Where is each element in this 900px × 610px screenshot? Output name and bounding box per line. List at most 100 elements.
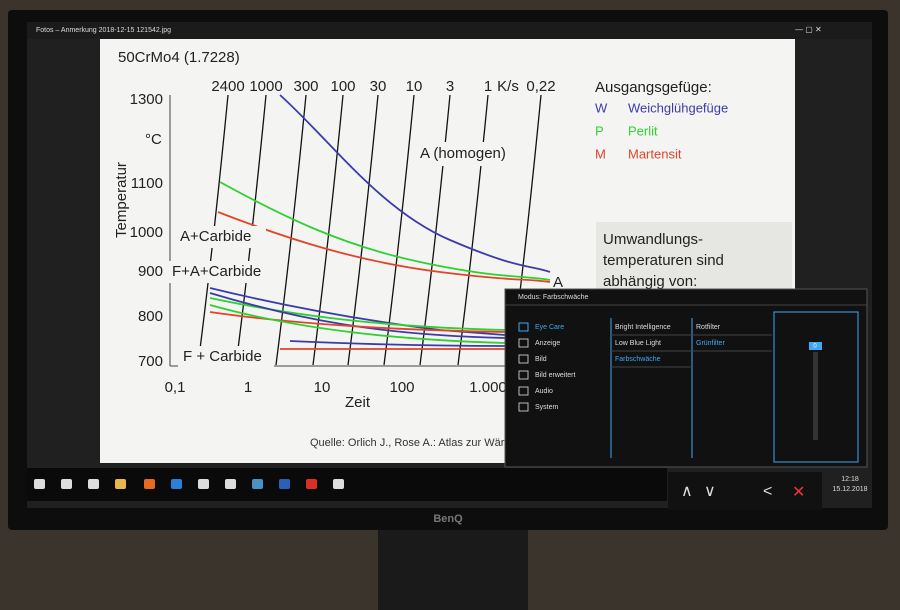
taskbar-icon[interactable] — [279, 479, 290, 489]
taskbar-icon[interactable] — [34, 479, 45, 489]
curve — [279, 94, 551, 273]
cooling-line — [275, 94, 307, 366]
window-controls[interactable]: — ▢ ✕ — [795, 25, 822, 34]
slider-value: 0 — [813, 344, 817, 350]
brand: BenQ — [433, 513, 463, 525]
taskbar-icon[interactable] — [88, 479, 99, 489]
top-axis-label: 3 — [446, 78, 454, 95]
legend-key: M — [595, 146, 606, 161]
taskbar-icon[interactable] — [333, 479, 344, 489]
label-bg — [178, 346, 274, 368]
x-tick-label: 0,1 — [165, 379, 186, 396]
note-line: temperaturen sind — [603, 252, 724, 269]
curve — [209, 311, 506, 333]
button-down[interactable]: ∨ — [704, 483, 716, 500]
top-axis-label: 1000 — [249, 78, 282, 95]
region-label: A+Carbide — [180, 228, 251, 245]
label-bg — [166, 261, 282, 283]
slider-box — [773, 311, 859, 463]
osd-submenu-item[interactable]: Farbschwäche — [615, 356, 661, 363]
legend-key: W — [595, 100, 608, 115]
x-axis-label: Zeit — [345, 394, 371, 411]
osd-panel — [504, 288, 868, 468]
curve — [209, 304, 506, 344]
button-back[interactable]: < — [763, 483, 772, 500]
button-up[interactable]: ∧ — [681, 483, 693, 500]
region-label: F + Carbide — [183, 348, 262, 365]
cooling-line — [419, 94, 451, 366]
curve — [217, 211, 551, 283]
taskbar-icon[interactable] — [225, 479, 236, 489]
osd-menu-item[interactable]: Anzeige — [535, 340, 560, 347]
y-tick-label: 900 — [138, 263, 163, 280]
menu-icon — [518, 370, 529, 380]
x-tick-label: 10 — [314, 379, 331, 396]
taskbar-icon[interactable] — [115, 479, 126, 489]
osd-menu-item[interactable]: Bild erweitert — [535, 372, 576, 379]
x-tick-label: 1 — [244, 379, 252, 396]
osd-menu-item[interactable]: Eye Care — [535, 324, 564, 331]
osd-menu-item[interactable]: Audio — [535, 388, 553, 395]
legend-label: Weichglühgefüge — [628, 100, 728, 115]
curve — [209, 297, 506, 331]
legend-title: Ausgangsgefüge: — [595, 79, 712, 96]
osd-menu-item[interactable]: System — [535, 404, 559, 411]
clock-time: 12:18 — [841, 476, 859, 483]
y-tick-label: 800 — [138, 308, 163, 325]
osd-submenu-item[interactable]: Low Blue Light — [615, 340, 661, 347]
menu-icon — [518, 354, 529, 364]
clock-date: 15.12.2018 — [832, 486, 867, 493]
taskbar-icon[interactable] — [252, 479, 263, 489]
note-line: Umwandlungs- — [603, 231, 703, 248]
top-axis-label: 100 — [330, 78, 355, 95]
top-axis-label: 2400 — [211, 78, 244, 95]
osd-submenu-item[interactable]: Bright Intelligence — [615, 324, 671, 331]
button-close[interactable]: ✕ — [792, 484, 805, 501]
top-axis-label: 1 — [484, 78, 492, 95]
osd-option[interactable]: Rotfilter — [696, 324, 721, 331]
source: Quelle: Orlich J., Rose A.: Atlas zur Wä… — [310, 437, 514, 449]
slide-title: 50CrMo4 (1.7228) — [118, 49, 240, 66]
legend-label: Perlit — [628, 123, 658, 138]
taskbar-icon[interactable] — [171, 479, 182, 489]
label-bg — [413, 142, 531, 166]
top-axis-label: 30 — [370, 78, 387, 95]
curve — [209, 287, 506, 336]
cooling-line — [383, 94, 415, 366]
taskbar-icon[interactable] — [144, 479, 155, 489]
region-label: A (homogen) — [420, 145, 506, 162]
taskbar-icon[interactable] — [198, 479, 209, 489]
x-tick-label: 100 — [389, 379, 414, 396]
curve — [289, 340, 506, 347]
note-box — [596, 222, 792, 290]
osd-mode: Modus: Farbschwäche — [518, 294, 589, 301]
menu-icon — [518, 322, 529, 332]
window-title: Fotos – Anmerkung 2018-12-15 121542.jpg — [36, 27, 171, 34]
top-axis-label: 300 — [293, 78, 318, 95]
region-label: A — [553, 274, 563, 291]
slider-handle[interactable] — [809, 342, 822, 350]
osd-menu-item[interactable]: Bild — [535, 356, 547, 363]
y-axis-label: Temperatur — [113, 162, 130, 238]
taskbar — [27, 468, 667, 501]
slider-track — [813, 352, 818, 440]
y-tick-label: 700 — [138, 353, 163, 370]
menu-icon — [518, 402, 529, 412]
curve — [209, 292, 506, 339]
note-line: abhängig von: — [603, 273, 697, 290]
label-bg — [176, 226, 266, 248]
top-axis-label: K/s — [497, 78, 519, 95]
legend-label: Martensit — [628, 146, 682, 161]
stand — [378, 528, 528, 610]
osd-buttons — [668, 472, 822, 510]
taskbar-icon[interactable] — [61, 479, 72, 489]
y-tick-label: 1100 — [131, 175, 163, 192]
y-tick-label: 1000 — [130, 224, 163, 241]
legend-key: P — [595, 123, 604, 138]
menu-icon — [518, 338, 529, 348]
y-axis-unit: °C — [145, 131, 162, 148]
taskbar-icon[interactable] — [306, 479, 317, 489]
osd-option[interactable]: Grünfilter — [696, 340, 725, 347]
